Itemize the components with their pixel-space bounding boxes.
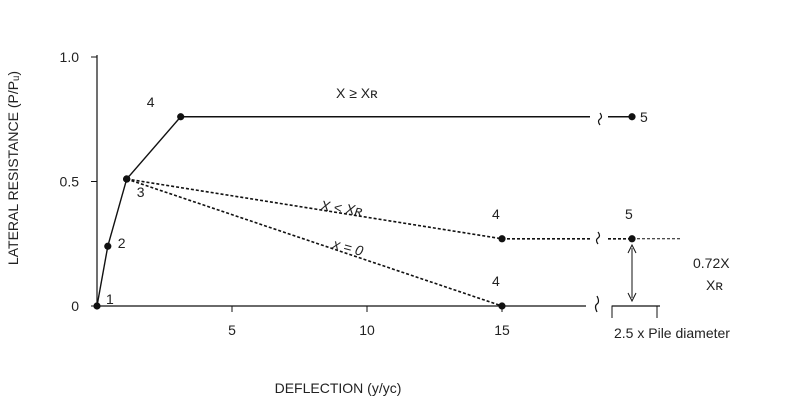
x-tick-label: 10 (359, 322, 375, 338)
middle-line-break-mark (595, 231, 601, 245)
axis-break-mark (594, 295, 600, 313)
x-tick-label: 5 (228, 322, 236, 338)
ratio-arrow-head-top (627, 243, 637, 254)
series-segment (126, 178, 503, 307)
data-point (104, 242, 112, 250)
point-label: 3 (137, 184, 145, 200)
point-label: 1 (106, 291, 114, 307)
data-point (498, 302, 506, 310)
x-axis-title: DEFLECTION (y/yᴄ) (275, 380, 402, 396)
series-label-x-eq-0: x = 0 (330, 235, 365, 259)
series-segment (107, 178, 128, 247)
point-label: 5 (625, 206, 633, 222)
series-segment (96, 246, 109, 307)
pile-diameter-label: 2.5 x Pile diameter (614, 325, 730, 341)
data-point (93, 302, 101, 310)
data-point (628, 113, 636, 121)
point-label: 4 (492, 273, 500, 289)
point-label: 2 (118, 235, 126, 251)
y-tick-label: 0.5 (60, 174, 80, 190)
ratio-label-line2: Xʀ (706, 277, 723, 293)
series-label-x-lt-xr: X < Xʀ (319, 197, 364, 219)
pile-diameter-bracket (611, 305, 658, 318)
point-label: 5 (640, 109, 648, 125)
data-point (177, 113, 185, 121)
axis-ticks: 5 10 15 0 0.5 1.0 (60, 49, 510, 338)
series-label-x-ge-xr: X ≥ Xʀ (336, 85, 378, 101)
ratio-arrow-head-bottom (627, 292, 637, 303)
series-layer: 1 2 3 4 5 4 5 4 (93, 94, 680, 310)
y-tick-label: 1.0 (60, 49, 80, 65)
data-point (123, 175, 131, 183)
top-line-break-mark (597, 112, 603, 126)
point-label: 4 (492, 206, 500, 222)
data-point (498, 235, 506, 243)
point-label: 4 (147, 94, 155, 110)
x-tick-label: 15 (494, 322, 510, 338)
ratio-label-line1: 0.72X (693, 255, 730, 271)
series-segment (126, 116, 182, 180)
y-axis-title: LATERAL RESISTANCE (P/Pᵤ) (5, 71, 21, 265)
y-tick-label: 0 (71, 298, 79, 314)
series-segment (126, 178, 503, 240)
data-point (628, 235, 636, 243)
